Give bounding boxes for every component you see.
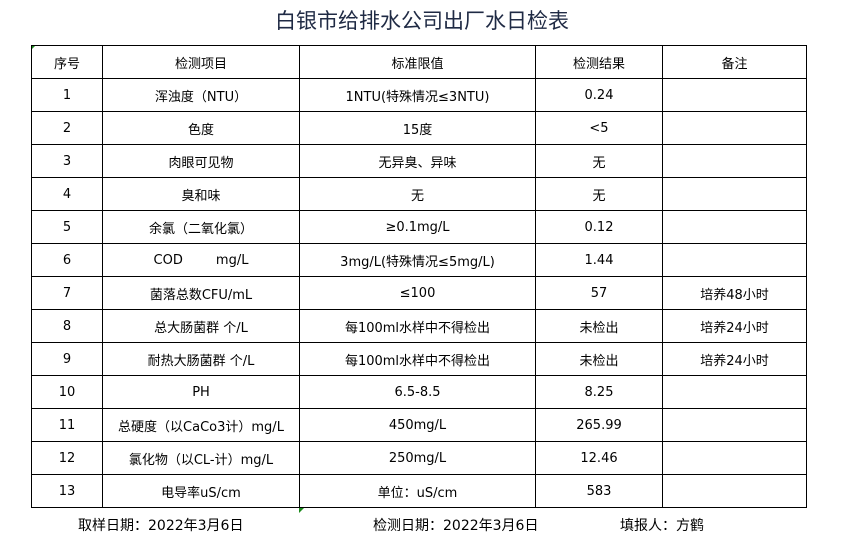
test-item-cell[interactable]: 肉眼可见物 [102, 144, 300, 178]
sample-date: 取样日期：2022年3月6日 [78, 518, 244, 534]
test-item-cell[interactable]: 菌落总数CFU/mL [102, 276, 300, 310]
table-row: 7 菌落总数CFU/mL ≤100 57 培养48小时 [31, 276, 807, 310]
test-item-cell[interactable]: 臭和味 [102, 177, 300, 211]
row-number-cell[interactable]: 8 [31, 309, 103, 343]
remark-cell[interactable] [662, 474, 807, 508]
table-row: 13 电导率uS/cm 单位：uS/cm 583 [31, 474, 807, 508]
row-number-cell[interactable]: 6 [31, 243, 103, 277]
standard-limit-cell[interactable]: ≤100 [299, 276, 536, 310]
standard-limit-cell[interactable]: 450mg/L [299, 408, 536, 442]
standard-limit-cell[interactable]: 无异臭、异味 [299, 144, 536, 178]
test-item-cell[interactable]: 余氯（二氧化氯） [102, 210, 300, 244]
test-result-cell[interactable]: 8.25 [535, 375, 663, 409]
table-row: 4 臭和味无无 [31, 177, 807, 211]
inspection-table: 序号 检测项目 标准限值 检测结果 备注 1 浑浊度（NTU） 1NTU(特殊情况≤… [31, 45, 807, 508]
remark-cell[interactable] [662, 408, 807, 442]
test-result-cell[interactable]: 无 [535, 177, 663, 211]
test-result-cell[interactable]: 1.44 [535, 243, 663, 277]
test-result-cell[interactable]: 265.99 [535, 408, 663, 442]
table-row: 10 PH 6.5-8.5 8.25 [31, 375, 807, 409]
table-row: 2 色度 15度 <5 [31, 111, 807, 145]
row-number-cell[interactable]: 5 [31, 210, 103, 244]
remark-cell[interactable] [662, 243, 807, 277]
row-number-cell[interactable]: 7 [31, 276, 103, 310]
row-number-cell[interactable]: 4 [31, 177, 103, 211]
standard-limit-cell[interactable]: 无 [299, 177, 536, 211]
test-item-cell[interactable]: 浑浊度（NTU） [102, 78, 300, 112]
standard-limit-cell[interactable]: 250mg/L [299, 441, 536, 475]
test-item-cell[interactable]: COD mg/L [102, 243, 300, 277]
cell-marker [299, 508, 304, 513]
header-cell[interactable]: 备注 [662, 45, 807, 79]
row-number-cell[interactable]: 9 [31, 342, 103, 376]
standard-limit-cell[interactable]: 单位：uS/cm [299, 474, 536, 508]
test-item-cell[interactable]: 总大肠菌群 个/L [102, 309, 300, 343]
test-result-cell[interactable]: 未检出 [535, 342, 663, 376]
table-row: 9 耐热大肠菌群 个/L 每100ml水样中不得检出 未检出 培养24小时 [31, 342, 807, 376]
remark-cell[interactable]: 培养48小时 [662, 276, 807, 310]
remark-cell[interactable] [662, 177, 807, 211]
row-number-cell[interactable]: 1 [31, 78, 103, 112]
row-number-cell[interactable]: 3 [31, 144, 103, 178]
row-number-cell[interactable]: 11 [31, 408, 103, 442]
standard-limit-cell[interactable]: ≥0.1mg/L [299, 210, 536, 244]
remark-cell[interactable] [662, 210, 807, 244]
header-cell[interactable]: 检测结果 [535, 45, 663, 79]
standard-limit-cell[interactable]: 每100ml水样中不得检出 [299, 309, 536, 343]
header-cell[interactable]: 序号 [31, 45, 103, 79]
table-row: 8 总大肠菌群 个/L 每100ml水样中不得检出 未检出 培养24小时 [31, 309, 807, 343]
test-item-cell[interactable]: 电导率uS/cm [102, 474, 300, 508]
test-item-cell[interactable]: PH [102, 375, 300, 409]
row-number-cell[interactable]: 12 [31, 441, 103, 475]
test-result-cell[interactable]: <5 [535, 111, 663, 145]
table-row: 5 余氯（二氧化氯） ≥0.1mg/L 0.12 [31, 210, 807, 244]
test-result-cell[interactable]: 0.24 [535, 78, 663, 112]
test-date: 检测日期：2022年3月6日 [373, 518, 539, 534]
standard-limit-cell[interactable]: 3mg/L(特殊情况≤5mg/L) [299, 243, 536, 277]
reporter: 填报人：方鹤 [620, 518, 704, 534]
remark-cell[interactable] [662, 441, 807, 475]
test-item-cell[interactable]: 总硬度（以CaCo3计）mg/L [102, 408, 300, 442]
remark-cell[interactable]: 培养24小时 [662, 342, 807, 376]
remark-cell[interactable] [662, 78, 807, 112]
header-cell[interactable]: 检测项目 [102, 45, 300, 79]
table-row: 1 浑浊度（NTU） 1NTU(特殊情况≤3NTU) 0.24 [31, 78, 807, 112]
row-number-cell[interactable]: 10 [31, 375, 103, 409]
report-title: 白银市给排水公司出厂水日检表 [275, 9, 569, 33]
header-cell[interactable]: 标准限值 [299, 45, 536, 79]
header-row: 序号 检测项目 标准限值 检测结果 备注 [31, 45, 807, 79]
test-item-cell[interactable]: 色度 [102, 111, 300, 145]
table-row: 6 COD mg/L 3mg/L(特殊情况≤5mg/L) 1.44 [31, 243, 807, 277]
standard-limit-cell[interactable]: 15度 [299, 111, 536, 145]
test-result-cell[interactable]: 583 [535, 474, 663, 508]
test-result-cell[interactable]: 12.46 [535, 441, 663, 475]
test-item-cell[interactable]: 氯化物（以CL-计）mg/L [102, 441, 300, 475]
table-row: 11 总硬度（以CaCo3计）mg/L 450mg/L 265.99 [31, 408, 807, 442]
test-result-cell[interactable]: 无 [535, 144, 663, 178]
table-row: 3 肉眼可见物 无异臭、异味无 [31, 144, 807, 178]
test-result-cell[interactable]: 57 [535, 276, 663, 310]
remark-cell[interactable] [662, 144, 807, 178]
table-row: 12 氯化物（以CL-计）mg/L 250mg/L 12.46 [31, 441, 807, 475]
row-number-cell[interactable]: 13 [31, 474, 103, 508]
remark-cell[interactable] [662, 111, 807, 145]
standard-limit-cell[interactable]: 1NTU(特殊情况≤3NTU) [299, 78, 536, 112]
remark-cell[interactable]: 培养24小时 [662, 309, 807, 343]
standard-limit-cell[interactable]: 6.5-8.5 [299, 375, 536, 409]
row-number-cell[interactable]: 2 [31, 111, 103, 145]
test-item-cell[interactable]: 耐热大肠菌群 个/L [102, 342, 300, 376]
standard-limit-cell[interactable]: 每100ml水样中不得检出 [299, 342, 536, 376]
test-result-cell[interactable]: 未检出 [535, 309, 663, 343]
remark-cell[interactable] [662, 375, 807, 409]
test-result-cell[interactable]: 0.12 [535, 210, 663, 244]
